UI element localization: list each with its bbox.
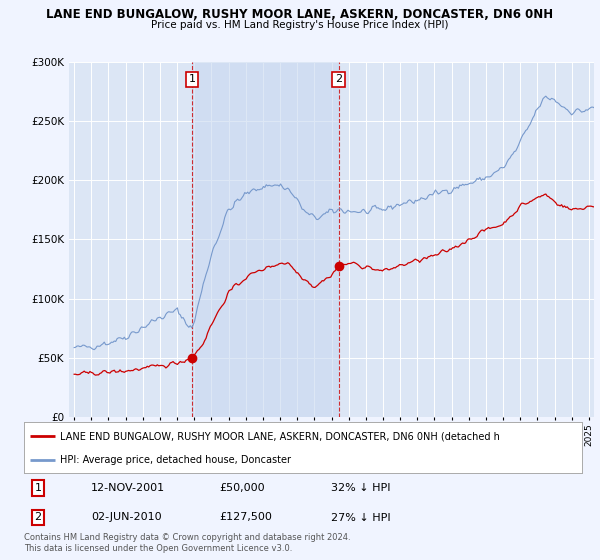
Text: 27% ↓ HPI: 27% ↓ HPI [331,512,391,522]
Text: 32% ↓ HPI: 32% ↓ HPI [331,483,391,493]
Text: Contains HM Land Registry data © Crown copyright and database right 2024.
This d: Contains HM Land Registry data © Crown c… [24,533,350,553]
Text: 12-NOV-2001: 12-NOV-2001 [91,483,165,493]
Text: £127,500: £127,500 [220,512,272,522]
Text: 1: 1 [34,483,41,493]
Text: 2: 2 [34,512,41,522]
Text: HPI: Average price, detached house, Doncaster: HPI: Average price, detached house, Donc… [60,455,291,465]
Text: LANE END BUNGALOW, RUSHY MOOR LANE, ASKERN, DONCASTER, DN6 0NH: LANE END BUNGALOW, RUSHY MOOR LANE, ASKE… [46,8,554,21]
Text: 2: 2 [335,74,342,85]
Bar [192,62,339,417]
Text: £50,000: £50,000 [220,483,265,493]
Text: LANE END BUNGALOW, RUSHY MOOR LANE, ASKERN, DONCASTER, DN6 0NH (detached h: LANE END BUNGALOW, RUSHY MOOR LANE, ASKE… [60,431,500,441]
Text: 02-JUN-2010: 02-JUN-2010 [91,512,161,522]
Text: Price paid vs. HM Land Registry's House Price Index (HPI): Price paid vs. HM Land Registry's House … [151,20,449,30]
Text: 1: 1 [188,74,196,85]
